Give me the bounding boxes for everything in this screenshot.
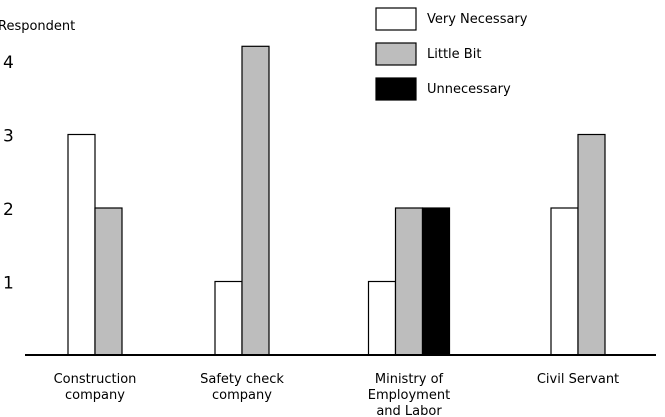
y-tick-label: 2 [3,200,14,220]
legend-swatch [375,77,417,101]
legend-label: Unnecessary [427,82,511,97]
y-tick-label: 1 [3,274,14,294]
bar-little-bit [241,45,270,356]
bar-very-necessary [550,207,579,356]
bar-very-necessary [214,280,243,356]
y-tick-label: 4 [3,53,14,73]
bar-little-bit [577,133,606,356]
legend-label: Little Bit [427,47,481,62]
legend-swatch [375,7,417,31]
legend-swatch [375,42,417,66]
x-category-label: Civil Servant [537,372,619,387]
bar-little-bit [394,207,424,356]
x-category-label: Ministry of Employment and Labor [368,372,450,417]
bar-unnecessary [421,207,451,356]
bar-very-necessary [367,280,397,356]
y-axis-label: Respondent [0,19,75,34]
bar-little-bit [94,207,123,356]
bar-very-necessary [67,133,96,356]
legend-label: Very Necessary [427,12,528,27]
x-category-label: Construction company [54,372,137,403]
y-tick-label: 3 [3,127,14,147]
x-category-label: Safety check company [200,372,284,403]
